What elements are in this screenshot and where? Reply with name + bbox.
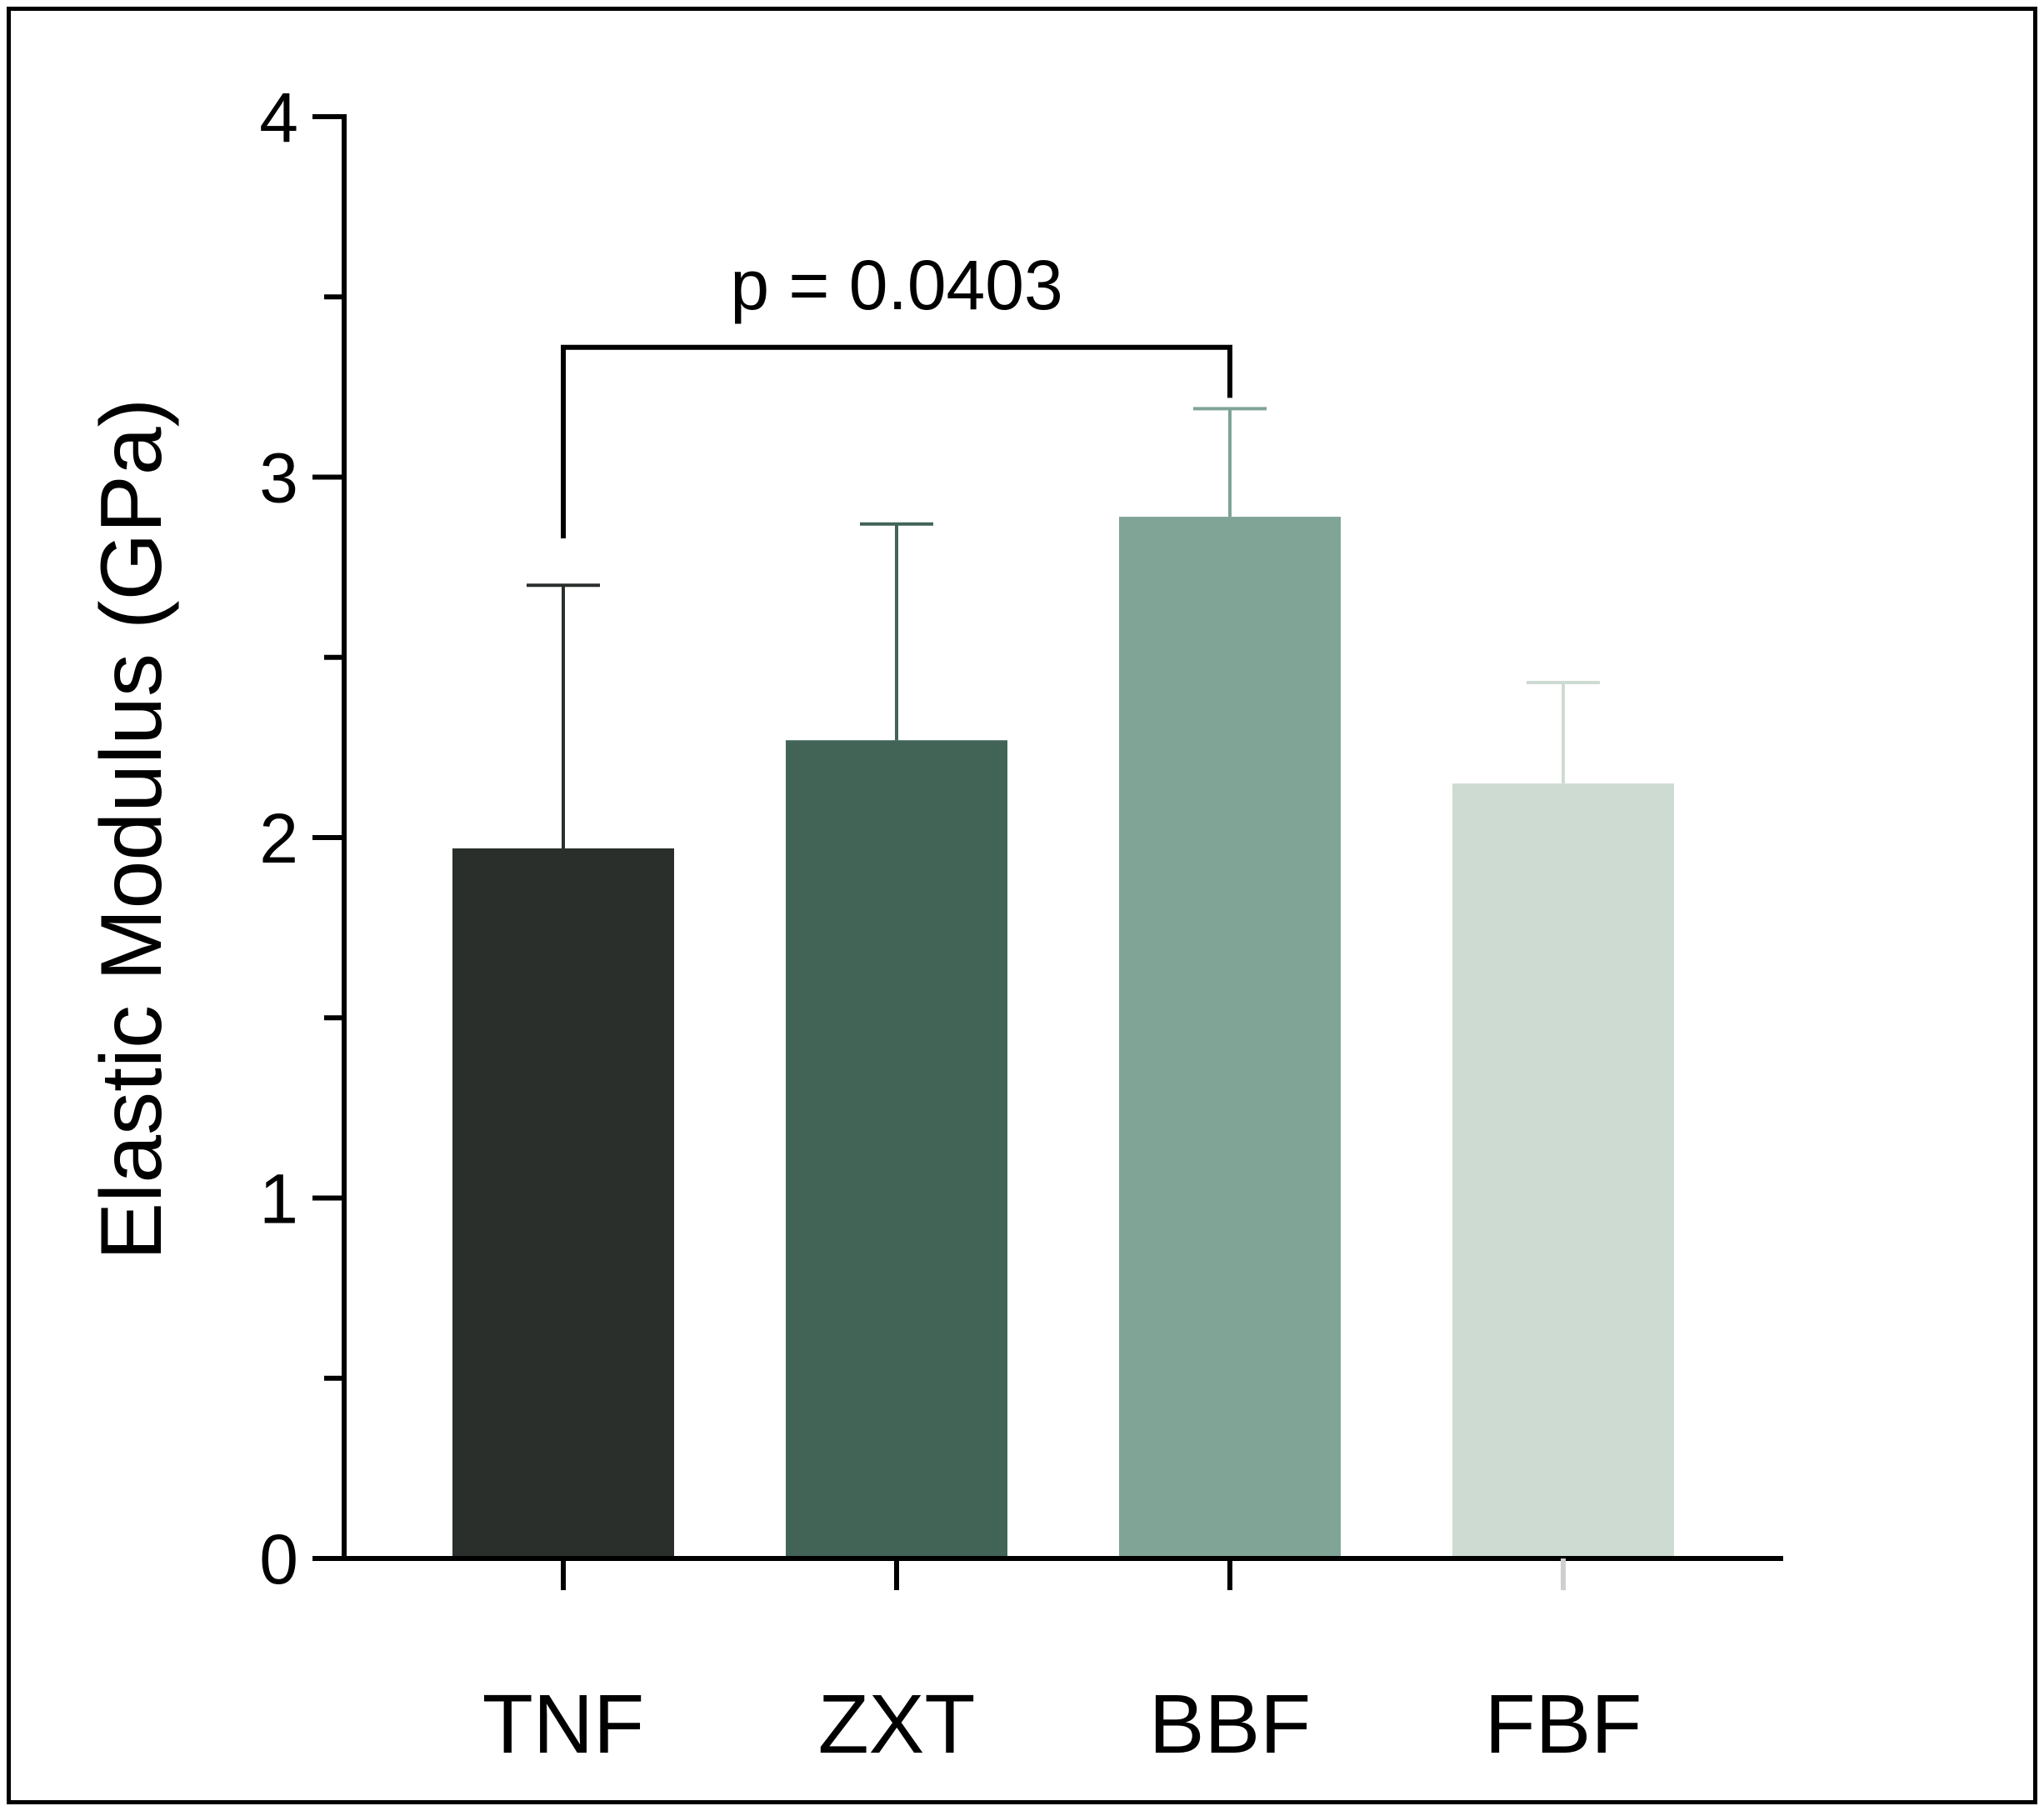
- y-tick-label: 1: [259, 1160, 298, 1238]
- bar-fbf: [1452, 783, 1674, 1558]
- x-tick-label-tnf: TNF: [482, 1678, 644, 1771]
- x-tick-label-zxt: ZXT: [818, 1678, 976, 1771]
- y-ticks-group: 0 1 2 3 4: [259, 78, 344, 1598]
- bar-zxt: [786, 740, 1007, 1558]
- error-bars-group: [527, 407, 1600, 848]
- x-tick-label-bbf: BBF: [1149, 1678, 1311, 1771]
- y-tick-label: 4: [259, 78, 298, 157]
- bar-tnf: [452, 848, 674, 1558]
- y-tick-label: 2: [259, 799, 298, 878]
- y-tick-label: 0: [259, 1520, 298, 1598]
- significance-bracket: [561, 344, 1232, 539]
- x-ticks-group: TNF ZXT BBF FBF: [482, 1558, 1642, 1771]
- y-axis-title: Elastic Modulus (GPa): [83, 398, 180, 1261]
- bar-bbf: [1119, 517, 1341, 1559]
- y-tick-label: 3: [259, 439, 298, 518]
- bars-group: [452, 517, 1674, 1559]
- annotations-group: p = 0.0403: [561, 246, 1232, 539]
- x-tick-label-fbf: FBF: [1485, 1678, 1642, 1771]
- p-value-label: p = 0.0403: [730, 246, 1062, 324]
